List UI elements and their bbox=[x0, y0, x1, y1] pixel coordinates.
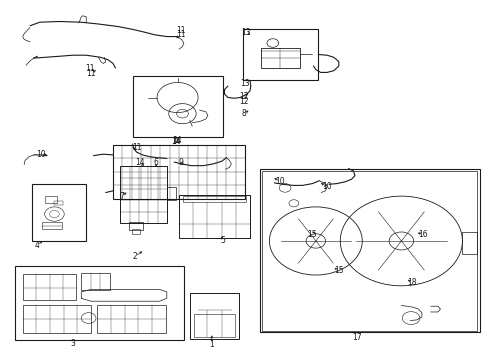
Bar bbox=[133, 76, 223, 137]
Text: 12: 12 bbox=[239, 92, 249, 101]
Text: 3: 3 bbox=[71, 339, 75, 348]
Bar bbox=[129, 222, 144, 230]
Bar bbox=[32, 184, 86, 241]
Text: 9: 9 bbox=[178, 158, 183, 167]
Bar bbox=[262, 171, 477, 330]
Bar bbox=[132, 229, 141, 234]
Bar bbox=[98, 305, 166, 333]
Text: 8: 8 bbox=[242, 109, 246, 118]
Bar bbox=[54, 201, 63, 205]
Bar bbox=[42, 222, 62, 229]
Bar bbox=[260, 169, 480, 332]
Text: 7: 7 bbox=[120, 192, 124, 201]
Text: 14: 14 bbox=[171, 137, 180, 146]
Bar bbox=[261, 48, 300, 68]
Text: 1: 1 bbox=[209, 340, 214, 349]
Bar bbox=[463, 232, 477, 253]
Text: 11: 11 bbox=[176, 26, 185, 35]
Bar bbox=[45, 196, 57, 203]
Text: 11: 11 bbox=[85, 64, 95, 73]
Text: 14: 14 bbox=[135, 158, 145, 167]
Text: 14: 14 bbox=[171, 137, 180, 146]
Text: 12: 12 bbox=[239, 96, 249, 105]
Text: 5: 5 bbox=[220, 237, 225, 246]
Text: 2: 2 bbox=[133, 252, 137, 261]
Text: 11: 11 bbox=[132, 143, 141, 152]
Text: 11: 11 bbox=[176, 30, 185, 39]
Text: 14: 14 bbox=[172, 136, 181, 145]
Bar bbox=[113, 145, 245, 199]
Text: 11: 11 bbox=[86, 69, 96, 78]
Text: 10: 10 bbox=[275, 177, 285, 186]
Bar bbox=[23, 274, 76, 300]
Bar bbox=[167, 187, 175, 200]
Bar bbox=[15, 266, 184, 339]
Text: 17: 17 bbox=[353, 333, 362, 342]
Bar bbox=[23, 305, 91, 333]
Text: 15: 15 bbox=[308, 230, 317, 239]
Text: 15: 15 bbox=[334, 266, 343, 275]
Text: 16: 16 bbox=[418, 230, 428, 239]
Text: 18: 18 bbox=[407, 278, 417, 287]
Bar bbox=[183, 196, 246, 202]
Bar bbox=[179, 195, 250, 238]
Text: 13: 13 bbox=[240, 79, 250, 88]
Bar bbox=[190, 293, 239, 338]
Text: 6: 6 bbox=[154, 158, 158, 167]
Text: 10: 10 bbox=[322, 182, 332, 191]
Text: 13: 13 bbox=[241, 28, 251, 37]
Bar bbox=[243, 30, 318, 80]
Text: 10: 10 bbox=[36, 150, 46, 159]
Bar bbox=[194, 314, 235, 337]
Bar bbox=[121, 166, 167, 223]
Bar bbox=[81, 273, 110, 291]
Text: 4: 4 bbox=[35, 241, 40, 250]
